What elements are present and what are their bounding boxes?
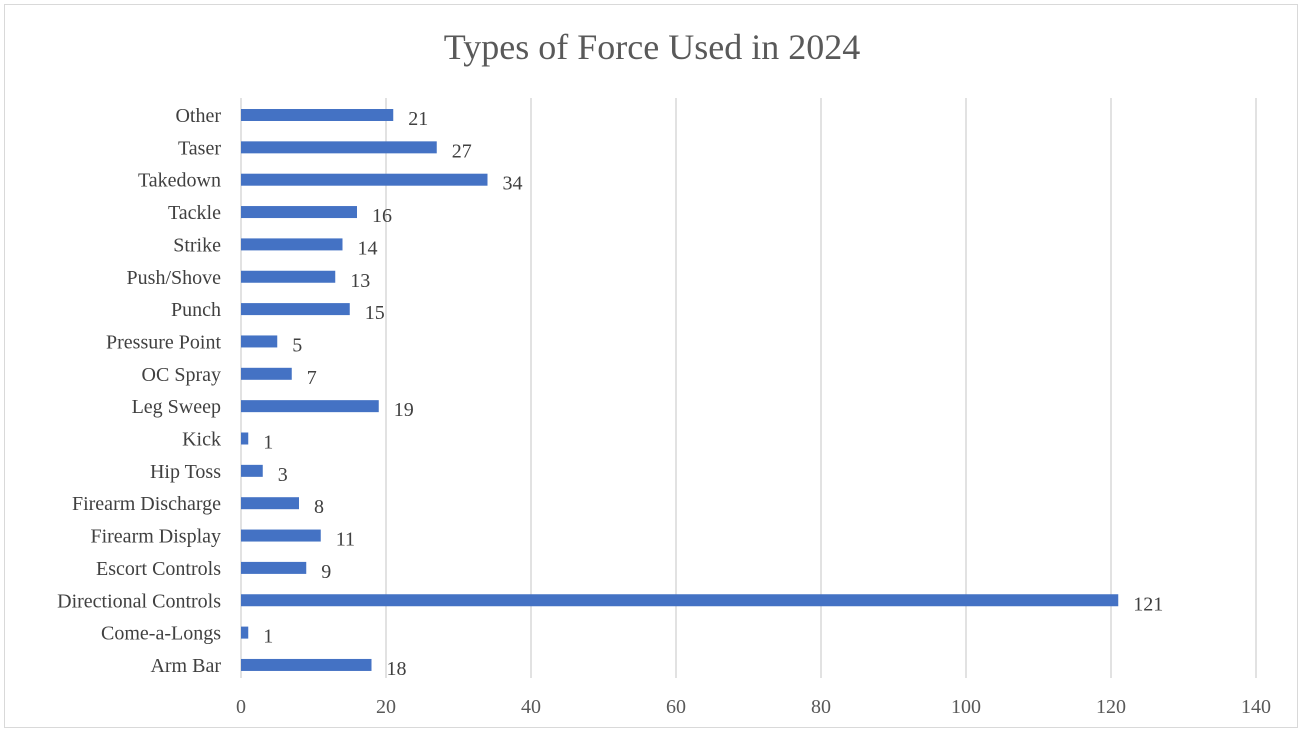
bar: [241, 270, 336, 283]
category-label: Push/Shove: [127, 267, 222, 289]
data-label: 21: [408, 108, 428, 130]
category-label: Strike: [173, 234, 221, 256]
bar: [241, 109, 394, 121]
x-tick-label: 20: [376, 696, 396, 718]
category-label: Hip Toss: [150, 461, 221, 483]
data-label: 3: [278, 464, 288, 486]
bar: [241, 626, 249, 639]
category-label: Takedown: [138, 170, 221, 192]
category-label: Firearm Discharge: [72, 493, 221, 515]
category-label: Punch: [171, 299, 221, 321]
bar: [241, 594, 1119, 607]
data-label: 5: [292, 334, 302, 356]
data-label: 19: [394, 399, 414, 421]
bar: [241, 238, 343, 251]
x-tick-label: 40: [521, 696, 541, 718]
x-tick-label: 140: [1241, 696, 1271, 718]
bar: [241, 206, 357, 219]
x-tick-label: 120: [1096, 696, 1126, 718]
data-label: 13: [350, 270, 370, 292]
data-label: 27: [452, 140, 472, 162]
bar: [241, 561, 307, 574]
data-label: 7: [307, 367, 317, 389]
bar: [241, 173, 488, 186]
category-label: Directional Controls: [57, 590, 221, 612]
bar: [241, 658, 372, 671]
bar: [241, 432, 249, 445]
data-label: 121: [1133, 593, 1163, 615]
data-label: 1: [263, 626, 273, 648]
x-tick-label: 60: [666, 696, 686, 718]
chart-title: Types of Force Used in 2024: [443, 27, 861, 67]
category-label: Come-a-Longs: [101, 623, 221, 645]
bar: [241, 367, 292, 380]
bar: [241, 303, 350, 316]
category-label: Kick: [182, 429, 221, 451]
data-label: 16: [372, 205, 392, 227]
category-label: Firearm Display: [90, 526, 221, 548]
bar: [241, 529, 321, 542]
data-label: 14: [358, 237, 378, 259]
chart-frame: [4, 4, 1298, 728]
category-label: Leg Sweep: [132, 396, 221, 418]
category-label: Arm Bar: [150, 655, 221, 677]
x-tick-label: 0: [236, 696, 246, 718]
bar: [241, 464, 263, 477]
data-label: 34: [503, 173, 523, 195]
x-tick-label: 100: [951, 696, 981, 718]
category-label: Other: [175, 105, 221, 127]
data-label: 18: [387, 658, 407, 680]
data-label: 11: [336, 529, 355, 551]
data-label: 15: [365, 302, 385, 324]
category-label: Taser: [178, 137, 221, 159]
data-label: 1: [263, 432, 273, 454]
category-label: Pressure Point: [106, 331, 221, 353]
bar: [241, 335, 278, 348]
x-tick-label: 80: [811, 696, 831, 718]
bar: [241, 497, 299, 510]
data-label: 9: [321, 561, 331, 583]
bar: [241, 400, 379, 413]
category-label: OC Spray: [142, 364, 221, 386]
bars: [241, 109, 1119, 671]
category-label: Escort Controls: [96, 558, 221, 580]
gridlines: [240, 98, 1257, 678]
labels: 0 20 40 60 80 100 120 140 Other 21 Taser 27 Takedown…: [57, 105, 1271, 718]
bar: [241, 141, 437, 154]
category-label: Tackle: [168, 202, 221, 224]
data-label: 8: [314, 496, 324, 518]
